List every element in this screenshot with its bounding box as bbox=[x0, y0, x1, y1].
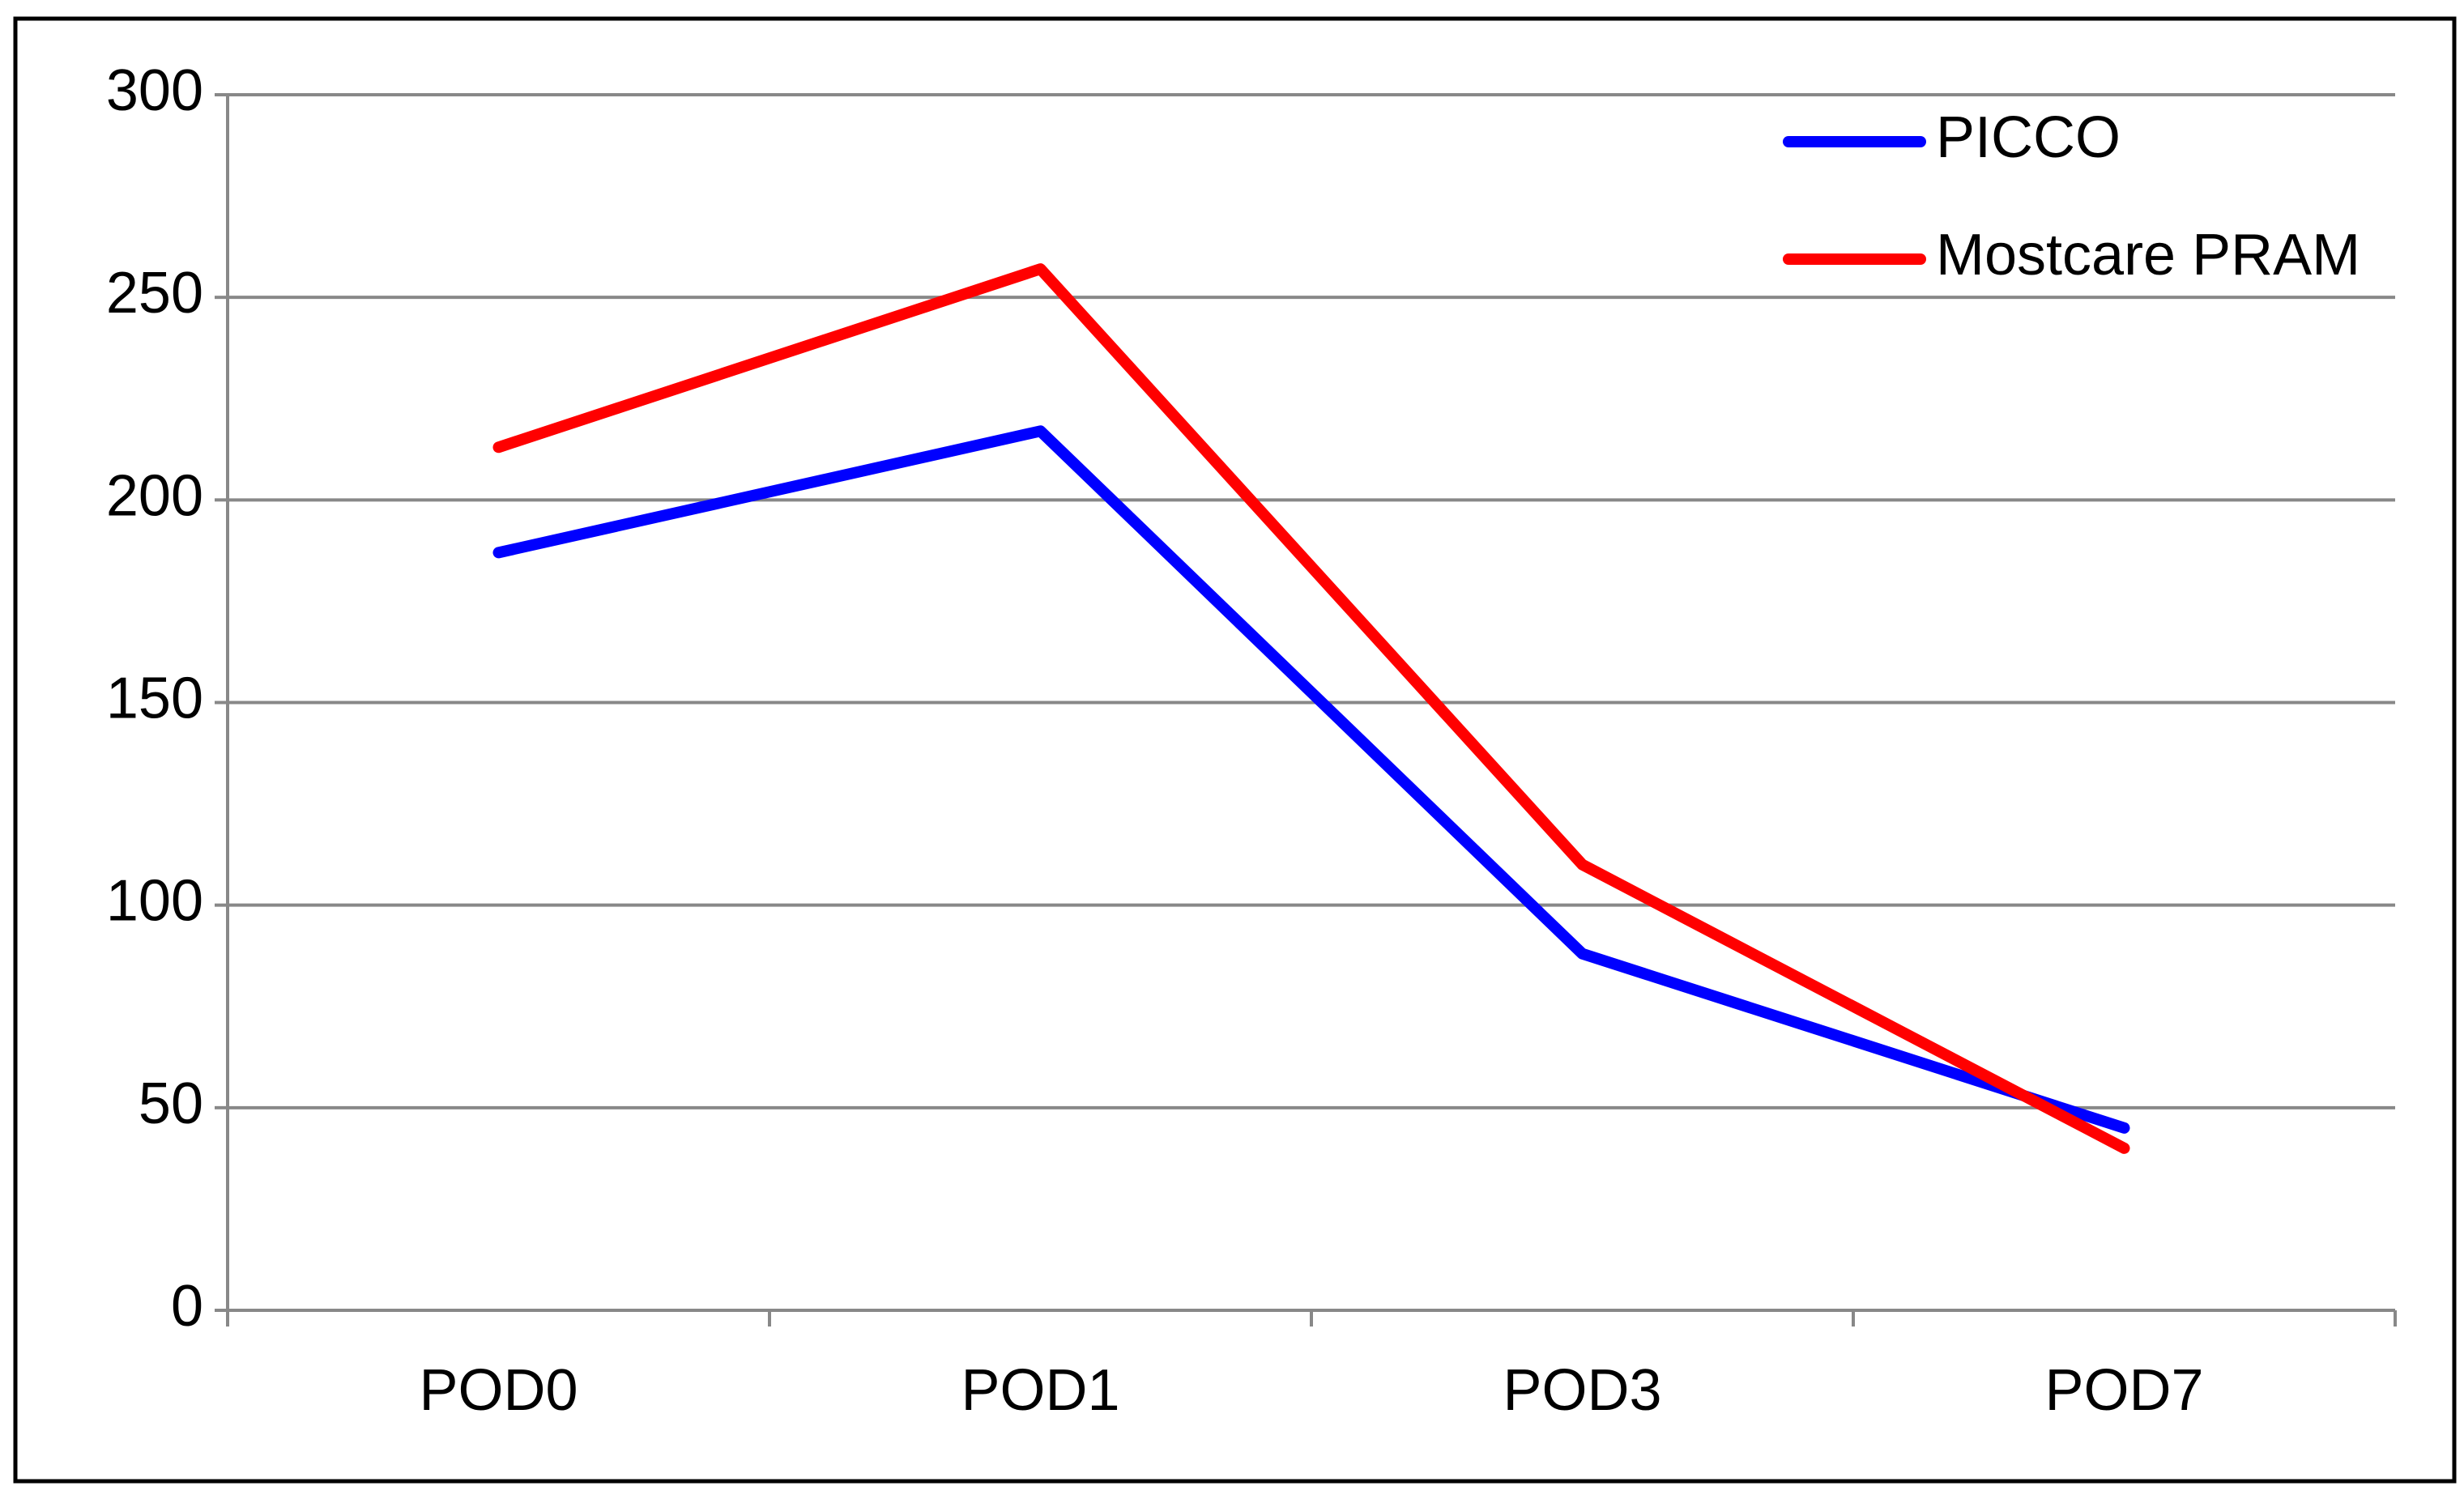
y-tick-label: 200 bbox=[106, 463, 203, 528]
x-tick-label: POD7 bbox=[2044, 1358, 2203, 1423]
y-tick-label: 300 bbox=[106, 58, 203, 123]
y-tick-label: 150 bbox=[106, 666, 203, 731]
chart-border bbox=[13, 16, 2457, 1484]
legend-label: Mostcare PRAM bbox=[1936, 223, 2360, 287]
x-tick-label: POD3 bbox=[1503, 1358, 1661, 1423]
data-line bbox=[492, 263, 2130, 1154]
y-tick-label: 0 bbox=[171, 1274, 203, 1339]
legend-label: PICCO bbox=[1936, 105, 2121, 170]
data-line bbox=[492, 425, 2130, 1134]
y-tick-label: 50 bbox=[139, 1071, 203, 1136]
x-tick-label: POD0 bbox=[419, 1358, 578, 1423]
x-tick-label: POD1 bbox=[961, 1358, 1119, 1423]
y-tick-label: 250 bbox=[106, 261, 203, 326]
y-tick-label: 100 bbox=[106, 869, 203, 934]
